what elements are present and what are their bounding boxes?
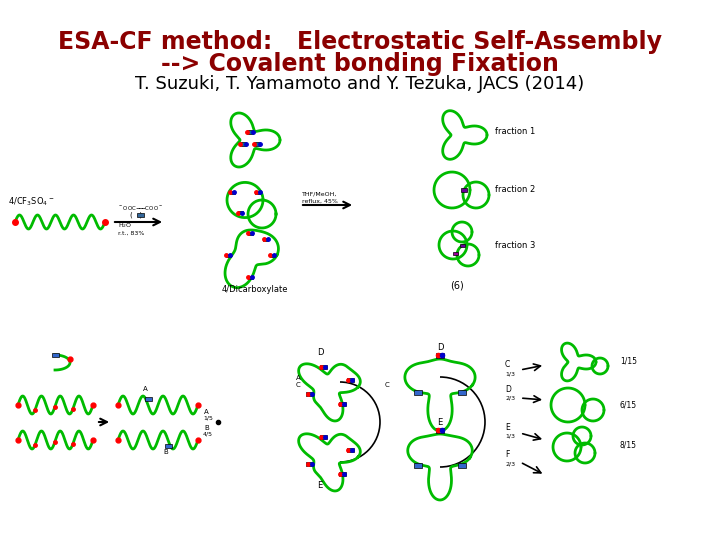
Text: C: C bbox=[296, 382, 301, 388]
Bar bbox=[461, 188, 467, 192]
Bar bbox=[458, 389, 466, 395]
Bar bbox=[240, 142, 246, 146]
Text: 2/3: 2/3 bbox=[505, 461, 515, 466]
Text: 4/CF$_3$SO$_4$$^-$: 4/CF$_3$SO$_4$$^-$ bbox=[8, 195, 55, 208]
Bar bbox=[263, 238, 268, 241]
Text: 2/3: 2/3 bbox=[505, 396, 515, 401]
Text: H$_2$O: H$_2$O bbox=[118, 221, 132, 231]
Text: T. Suzuki, T. Yamamoto and Y. Tezuka, JACS (2014): T. Suzuki, T. Yamamoto and Y. Tezuka, JA… bbox=[135, 75, 585, 93]
Bar bbox=[164, 444, 171, 448]
Bar bbox=[269, 253, 274, 256]
Bar bbox=[230, 191, 235, 193]
Bar bbox=[247, 130, 253, 134]
Text: fraction 1: fraction 1 bbox=[495, 127, 535, 137]
Text: 4/5: 4/5 bbox=[203, 432, 213, 437]
Bar bbox=[436, 428, 444, 433]
Bar bbox=[137, 213, 143, 217]
Text: C: C bbox=[385, 382, 390, 388]
Text: E: E bbox=[318, 481, 323, 490]
Bar bbox=[254, 142, 260, 146]
Text: A: A bbox=[296, 375, 301, 381]
Text: (6): (6) bbox=[450, 280, 464, 290]
Text: $^-$OOC$\!-\!\!\!\!-\!\!\!\!-\!\!\!$COO$^-$: $^-$OOC$\!-\!\!\!\!-\!\!\!\!-\!\!\!$COO$… bbox=[118, 204, 163, 212]
Bar bbox=[306, 392, 313, 396]
Text: --> Covalent bonding Fixation: --> Covalent bonding Fixation bbox=[161, 52, 559, 76]
Bar bbox=[52, 353, 58, 357]
Text: A: A bbox=[204, 409, 209, 415]
Text: F: F bbox=[505, 450, 509, 459]
Bar bbox=[256, 191, 261, 193]
Bar bbox=[225, 253, 230, 256]
Text: 8/15: 8/15 bbox=[620, 440, 637, 449]
Text: B: B bbox=[163, 449, 168, 455]
Text: (   ): ( ) bbox=[130, 212, 143, 218]
Bar bbox=[452, 252, 457, 254]
Bar bbox=[347, 448, 354, 453]
Text: 1/3: 1/3 bbox=[505, 371, 515, 376]
Bar bbox=[459, 244, 464, 246]
Text: THF/MeOH,: THF/MeOH, bbox=[302, 192, 338, 197]
Text: 1/3: 1/3 bbox=[505, 434, 515, 439]
Bar bbox=[458, 462, 466, 468]
Text: fraction 2: fraction 2 bbox=[495, 186, 535, 194]
Bar bbox=[414, 462, 422, 468]
Bar bbox=[436, 353, 444, 357]
Text: 4/Dicarboxylate: 4/Dicarboxylate bbox=[222, 285, 289, 294]
Text: ESA-CF method:   Electrostatic Self-Assembly: ESA-CF method: Electrostatic Self-Assemb… bbox=[58, 30, 662, 54]
Bar bbox=[339, 402, 346, 406]
Bar bbox=[306, 462, 313, 465]
Text: 1/15: 1/15 bbox=[620, 357, 637, 366]
Bar bbox=[238, 212, 243, 214]
Text: A: A bbox=[143, 386, 148, 392]
Bar bbox=[320, 435, 327, 439]
Text: reflux, 45%: reflux, 45% bbox=[302, 199, 338, 204]
Bar bbox=[145, 397, 151, 401]
Text: r.t., 83%: r.t., 83% bbox=[118, 231, 145, 235]
Bar bbox=[248, 232, 253, 234]
Text: D: D bbox=[505, 385, 511, 394]
Text: D: D bbox=[317, 348, 323, 357]
Text: B: B bbox=[204, 425, 209, 431]
Bar bbox=[339, 472, 346, 476]
Text: 6/15: 6/15 bbox=[620, 400, 637, 409]
Bar bbox=[347, 379, 354, 382]
Text: E: E bbox=[437, 418, 443, 427]
Bar bbox=[320, 365, 327, 369]
Text: D: D bbox=[437, 343, 444, 352]
Text: C: C bbox=[505, 360, 510, 369]
Text: fraction 3: fraction 3 bbox=[495, 240, 536, 249]
Bar bbox=[414, 389, 422, 395]
Text: 1/5: 1/5 bbox=[203, 416, 213, 421]
Bar bbox=[248, 275, 253, 279]
Text: E: E bbox=[505, 423, 510, 432]
